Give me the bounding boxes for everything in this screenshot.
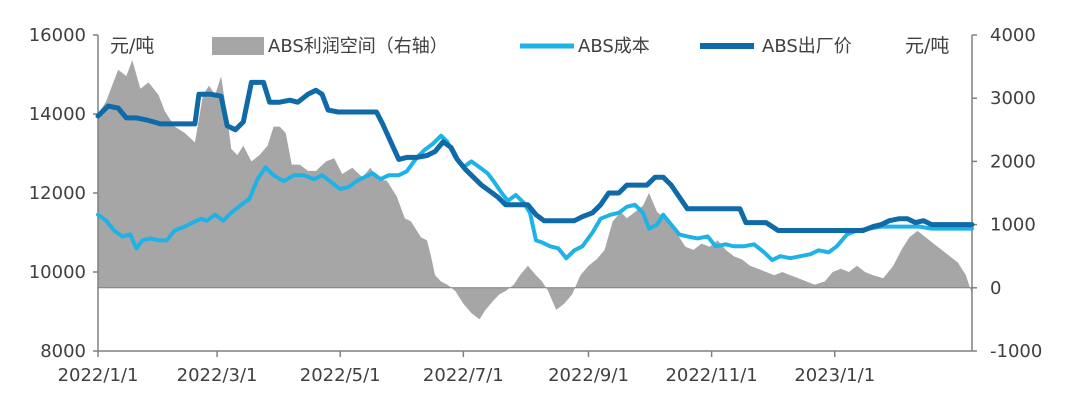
right-tick-label: 3000 <box>990 88 1036 109</box>
right-tick-label: 4000 <box>990 25 1036 46</box>
legend-label-price: ABS出厂价 <box>762 36 852 57</box>
legend-label-profit: ABS利润空间（右轴） <box>268 36 448 57</box>
left-tick-label: 16000 <box>29 25 86 46</box>
right-tick-label: 0 <box>990 278 1001 299</box>
series-area-profit <box>98 60 972 320</box>
legend: ABS利润空间（右轴） ABS成本 ABS出厂价 <box>212 36 852 57</box>
series-line-price <box>95 79 975 233</box>
x-tick-label: 2022/7/1 <box>423 365 504 386</box>
right-tick-label: 1000 <box>990 215 1036 236</box>
line-layer <box>95 79 975 263</box>
right-tick-label: -1000 <box>990 341 1042 362</box>
left-tick-label: 8000 <box>40 341 86 362</box>
left-tick-label: 12000 <box>29 183 86 204</box>
right-unit-label: 元/吨 <box>905 35 949 57</box>
x-tick-label: 2022/1/1 <box>58 365 139 386</box>
series-line-cost <box>96 133 974 263</box>
axis-layer: 8000 10000 12000 14000 16000 -1000 0 1000 2000 30… <box>29 25 1043 386</box>
left-unit-label: 元/吨 <box>110 35 154 57</box>
right-tick-label: 2000 <box>990 151 1036 172</box>
x-tick-label: 2022/5/1 <box>300 365 381 386</box>
left-tick-label: 10000 <box>29 262 86 283</box>
x-tick-label: 2022/3/1 <box>177 365 258 386</box>
legend-label-cost: ABS成本 <box>578 36 650 57</box>
x-tick-label: 2023/1/1 <box>794 365 875 386</box>
area-layer <box>98 60 972 320</box>
legend-swatch-profit <box>212 37 264 55</box>
x-tick-label: 2022/11/1 <box>665 365 757 386</box>
left-tick-label: 14000 <box>29 104 86 125</box>
x-tick-label: 2022/9/1 <box>548 365 629 386</box>
